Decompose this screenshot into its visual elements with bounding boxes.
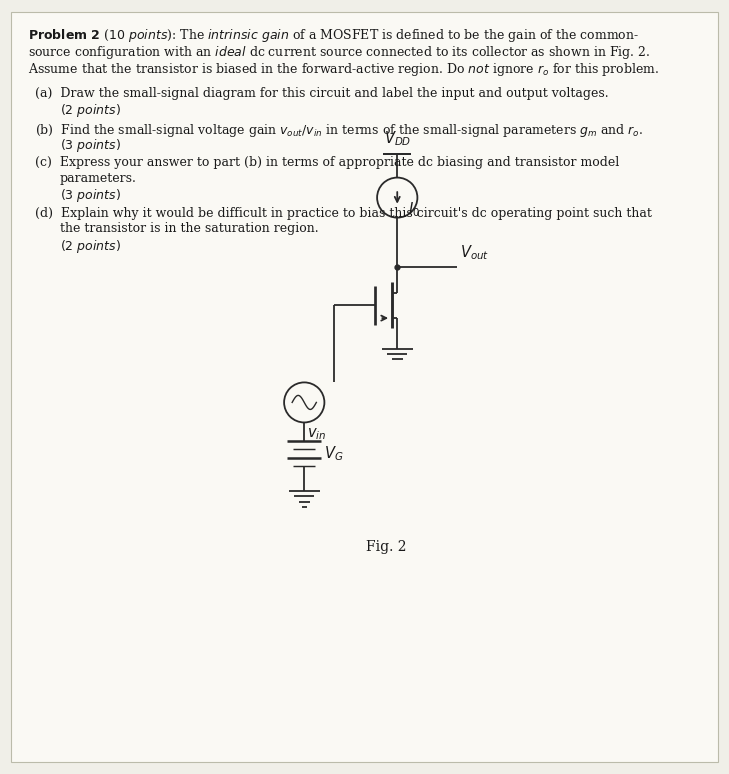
Text: (b)  Find the small-signal voltage gain $v_{out}/v_{in}$ in terms of the small-s: (b) Find the small-signal voltage gain $… — [35, 122, 644, 139]
Text: $I_0$: $I_0$ — [408, 200, 420, 219]
Text: $\mathit{(3\ points)}$: $\mathit{(3\ points)}$ — [60, 137, 121, 154]
Text: $\mathit{(2\ points)}$: $\mathit{(2\ points)}$ — [60, 102, 121, 119]
Text: the transistor is in the saturation region.: the transistor is in the saturation regi… — [60, 222, 319, 235]
Text: parameters.: parameters. — [60, 172, 136, 185]
Text: $V_{DD}$: $V_{DD}$ — [383, 128, 411, 148]
Text: $V_{out}$: $V_{out}$ — [460, 244, 489, 262]
Text: (c)  Express your answer to part (b) in terms of appropriate dc biasing and tran: (c) Express your answer to part (b) in t… — [35, 156, 619, 170]
Text: $\mathit{(2\ points)}$: $\mathit{(2\ points)}$ — [60, 238, 121, 255]
Text: Assume that the transistor is biased in the forward-active region. Do $\mathit{n: Assume that the transistor is biased in … — [28, 61, 659, 78]
Text: (d)  Explain why it would be difficult in practice to bias this circuit's dc ope: (d) Explain why it would be difficult in… — [35, 207, 652, 220]
Text: $V_G$: $V_G$ — [324, 444, 344, 463]
Text: source configuration with an $\mathit{ideal}$ dc current source connected to its: source configuration with an $\mathit{id… — [28, 44, 650, 61]
Text: Fig. 2: Fig. 2 — [366, 540, 407, 554]
Text: $\mathit{(3\ points)}$: $\mathit{(3\ points)}$ — [60, 187, 121, 204]
Text: $v_{in}$: $v_{in}$ — [307, 426, 326, 442]
Text: (a)  Draw the small-signal diagram for this circuit and label the input and outp: (a) Draw the small-signal diagram for th… — [35, 87, 609, 100]
Text: $\mathbf{Problem\ 2}$ ($\mathbf{\mathit{10\ points}}$): The $\mathit{intrinsic\ : $\mathbf{Problem\ 2}$ ($\mathbf{\mathit{… — [28, 27, 639, 44]
